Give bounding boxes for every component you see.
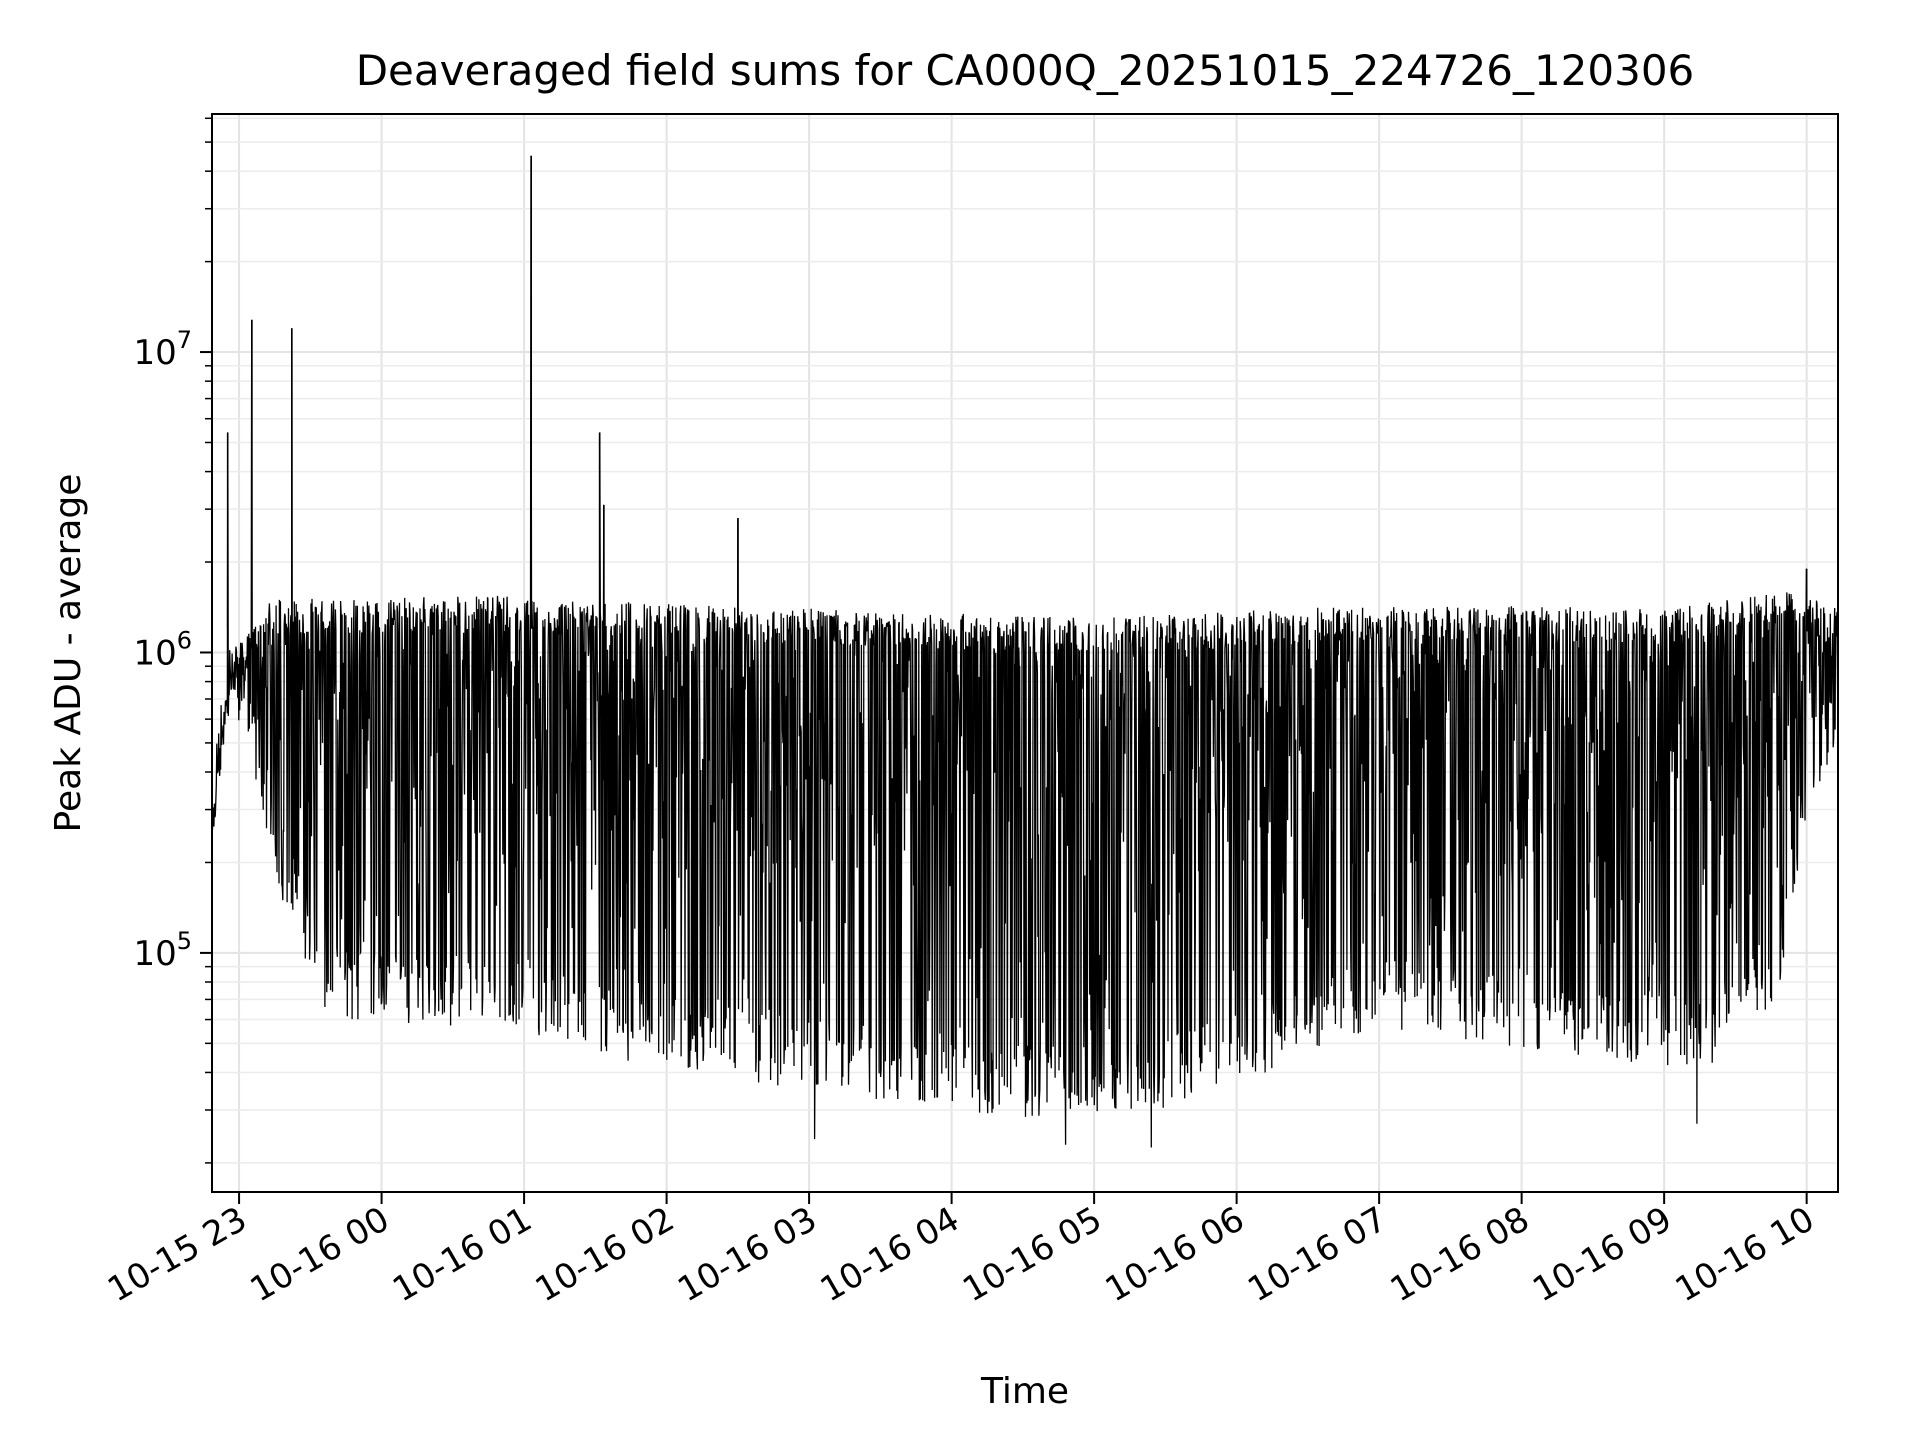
y-tick-label: 106 — [133, 626, 192, 673]
series-path — [211, 155, 1839, 1148]
y-tick-base: 10 — [133, 633, 176, 673]
chart-title: Deaveraged field sums for CA000Q_2025101… — [356, 46, 1695, 95]
y-tick-label: 105 — [133, 927, 192, 974]
y-tick-base: 10 — [133, 934, 176, 974]
series-line — [211, 155, 1839, 1148]
y-tick-exponent: 7 — [177, 326, 192, 354]
y-tick-exponent: 6 — [177, 626, 192, 654]
x-axis-label: Time — [980, 1371, 1069, 1412]
y-tick-exponent: 5 — [177, 927, 192, 955]
y-tick-label: 107 — [133, 326, 192, 373]
y-axis-label: Peak ADU - average — [48, 474, 89, 833]
y-tick-base: 10 — [133, 333, 176, 373]
